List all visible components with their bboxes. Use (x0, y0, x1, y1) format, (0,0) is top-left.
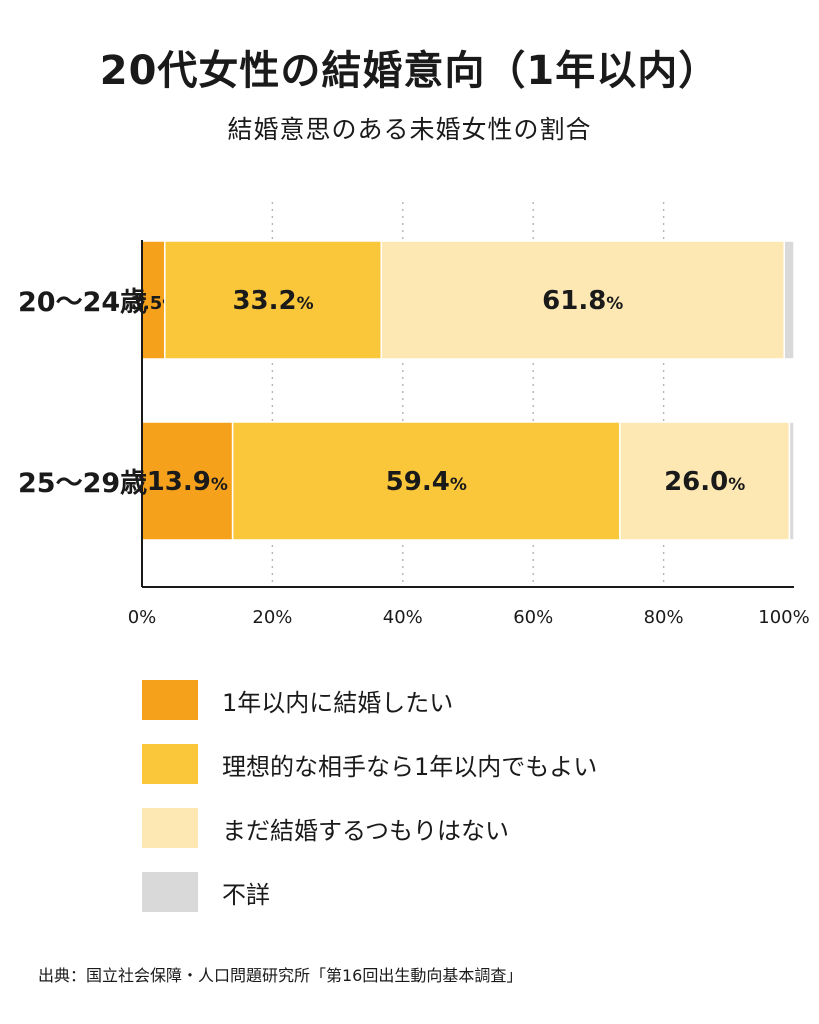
x-tick-label: 40% (383, 607, 423, 628)
bar-segment (231, 421, 621, 541)
chart-title: 20代女性の結婚意向（1年以内） (99, 48, 720, 94)
legend-swatch-unknown (142, 872, 198, 912)
legend-item-unknown: 不詳 (142, 870, 597, 914)
bar-segment (380, 240, 785, 360)
data-label: 33.2% (232, 286, 313, 316)
data-label: 26.0% (664, 467, 745, 497)
stacked-bar-chart: 3.5%33.2%61.8%20〜24歳13.9%59.4%26.0%25〜29… (18, 202, 810, 628)
legend-label: まだ結婚するつもりはない (222, 816, 510, 845)
data-label-value: 26.0 (664, 467, 728, 497)
bar-segment (788, 421, 795, 541)
source-note: 出典：国立社会保障・人口問題研究所「第16回出生動向基本調査」 (38, 966, 523, 985)
data-label-value: 59.4 (386, 467, 450, 497)
category-label: 20〜24歳 (18, 287, 147, 318)
legend-swatch-within-1-year (142, 680, 198, 720)
data-label: 59.4% (386, 467, 467, 497)
legend-item-ideal-partner: 理想的な相手なら1年以内でもよい (142, 742, 597, 786)
category-label: 25〜29歳 (18, 468, 147, 499)
legend-label: 1年以内に結婚したい (222, 688, 454, 717)
data-label-value: 3.5 (130, 293, 162, 314)
x-tick-label: 100% (758, 607, 809, 628)
legend-item-not-yet: まだ結婚するつもりはない (142, 806, 597, 850)
data-label-unit: % (297, 294, 314, 314)
data-label-value: 13.9 (147, 467, 211, 497)
legend-swatch-ideal-partner (142, 744, 198, 784)
x-tick-label: 80% (644, 607, 684, 628)
data-label: 13.9% (147, 467, 228, 497)
data-label-value: 33.2 (232, 286, 296, 316)
legend-swatch-not-yet (142, 808, 198, 848)
data-label-unit: % (211, 475, 228, 495)
x-tick-label: 60% (513, 607, 553, 628)
data-label: 61.8% (542, 286, 623, 316)
legend-item-within-1-year: 1年以内に結婚したい (142, 678, 597, 722)
data-label-unit: % (728, 475, 745, 495)
legend-label: 理想的な相手なら1年以内でもよい (222, 752, 598, 781)
bar-segment (619, 421, 791, 541)
data-label-unit: % (606, 294, 623, 314)
x-tick-label: 0% (128, 607, 157, 628)
data-label-unit: % (450, 475, 467, 495)
data-label-value: 61.8 (542, 286, 606, 316)
legend: 1年以内に結婚したい 理想的な相手なら1年以内でもよい まだ結婚するつもりはない… (142, 678, 597, 934)
chart-subtitle: 結婚意思のある未婚女性の割合 (227, 115, 592, 144)
bar-segment (783, 240, 795, 360)
legend-label: 不詳 (222, 880, 270, 909)
x-tick-label: 20% (252, 607, 292, 628)
